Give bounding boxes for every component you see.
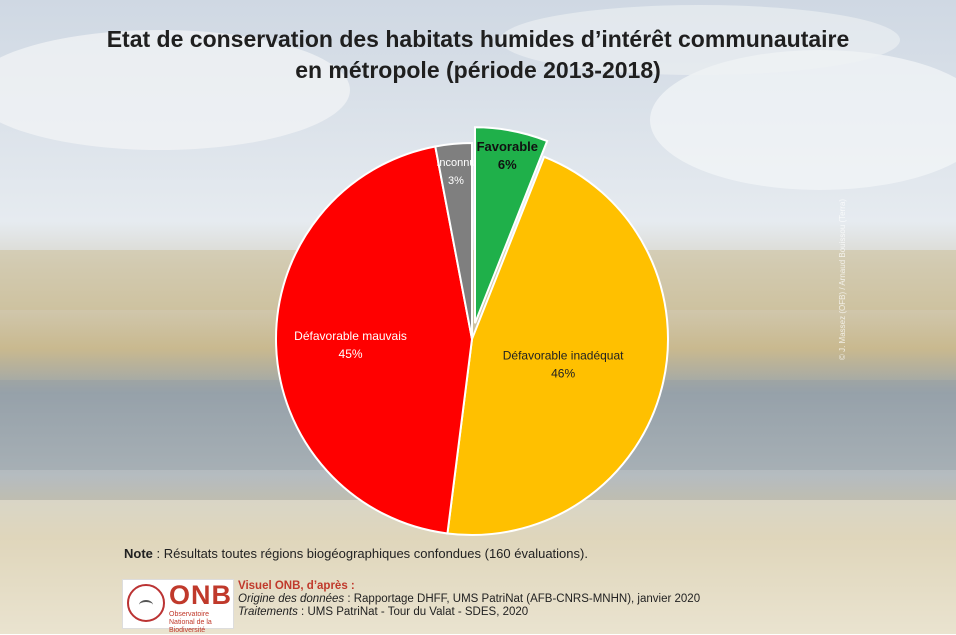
credits-processing-text: : UMS PatriNat - Tour du Valat - SDES, 2… [297,606,529,618]
credits-origin-text: : Rapportage DHFF, UMS PatriNat (AFB-CNR… [344,593,701,605]
slice-value-label: 3% [448,175,464,187]
pie-slice-favorable [473,126,549,324]
slice-value-label: 6% [498,157,517,172]
onb-logo: ONB Observatoire National de la Biodiver… [122,579,234,634]
slice-label: Défavorable mauvais [294,329,407,343]
note-text: : Résultats toutes régions biogéographiq… [152,546,588,561]
photo-credit: © J. Massez (OFB) / Arnaud Bouissou (Ter… [838,198,847,360]
note-label: Note [124,546,153,561]
chart-title-line1: Etat de conservation des habitats humide… [106,26,850,52]
source-credits: Visuel ONB, d’après : Origine des donnée… [238,580,700,619]
credits-origin: Origine des données : Rapportage DHFF, U… [238,593,700,606]
chart-title-line2: en métropole (période 2013-2018) [295,57,661,83]
slice-label: Favorable [477,139,538,154]
credits-heading: Visuel ONB, d’après : [238,580,355,592]
slice-value-label: 45% [339,347,363,361]
chart-note: Note : Résultats toutes régions biogéogr… [124,546,588,561]
pie-slice-défavorable-mauvais [275,145,474,535]
credits-origin-label: Origine des données [238,593,345,605]
slice-label: Inconnu [436,157,475,169]
pie-slice-défavorable-inadéquat [446,155,669,536]
credits-processing: Traitements : UMS PatriNat - Tour du Val… [238,606,700,619]
logo-subtitle: Observatoire National de la Biodiversité [169,611,212,634]
credits-processing-label: Traitements [238,606,298,618]
logo-text: ONB [169,580,232,610]
logo-emblem-icon [127,584,165,622]
chart-title: Etat de conservation des habitats humide… [0,24,956,86]
slice-value-label: 46% [551,366,575,380]
pie-slice-inconnu [434,141,473,340]
slice-label: Défavorable inadéquat [503,348,624,362]
